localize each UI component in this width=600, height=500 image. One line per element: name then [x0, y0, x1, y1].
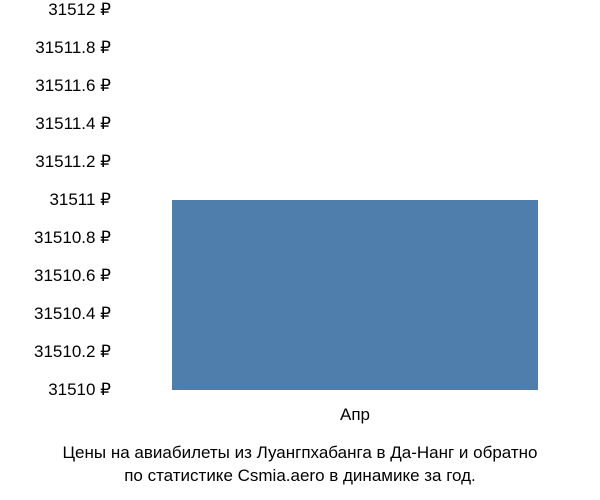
chart-area: 31512 ₽ 31511.8 ₽ 31511.6 ₽ 31511.4 ₽ 31511.… — [0, 0, 600, 420]
y-tick-label: 31510.6 ₽ — [34, 266, 111, 286]
y-tick-label: 31510.4 ₽ — [34, 304, 111, 324]
y-tick-label: 31511.8 ₽ — [35, 38, 111, 58]
y-axis: 31512 ₽ 31511.8 ₽ 31511.6 ₽ 31511.4 ₽ 31511.… — [0, 0, 115, 400]
y-tick-label: 31511.6 ₽ — [35, 76, 111, 96]
caption-line-2: по статистике Csmia.aero в динамике за г… — [124, 466, 476, 485]
y-tick-label: 31511.4 ₽ — [35, 114, 111, 134]
y-tick-label: 31510.8 ₽ — [34, 228, 111, 248]
bar — [172, 200, 539, 390]
y-tick-label: 31510.2 ₽ — [34, 342, 111, 362]
x-tick-label: Апр — [340, 405, 370, 425]
y-tick-label: 31511 ₽ — [49, 190, 111, 210]
plot-area — [120, 0, 590, 400]
chart-caption: Цены на авиабилеты из Луангпхабанга в Да… — [0, 442, 600, 488]
y-tick-label: 31511.2 ₽ — [35, 152, 111, 172]
x-axis: Апр — [120, 405, 590, 435]
caption-line-1: Цены на авиабилеты из Луангпхабанга в Да… — [62, 443, 537, 462]
y-tick-label: 31512 ₽ — [48, 0, 111, 20]
y-tick-label: 31510 ₽ — [48, 380, 111, 400]
